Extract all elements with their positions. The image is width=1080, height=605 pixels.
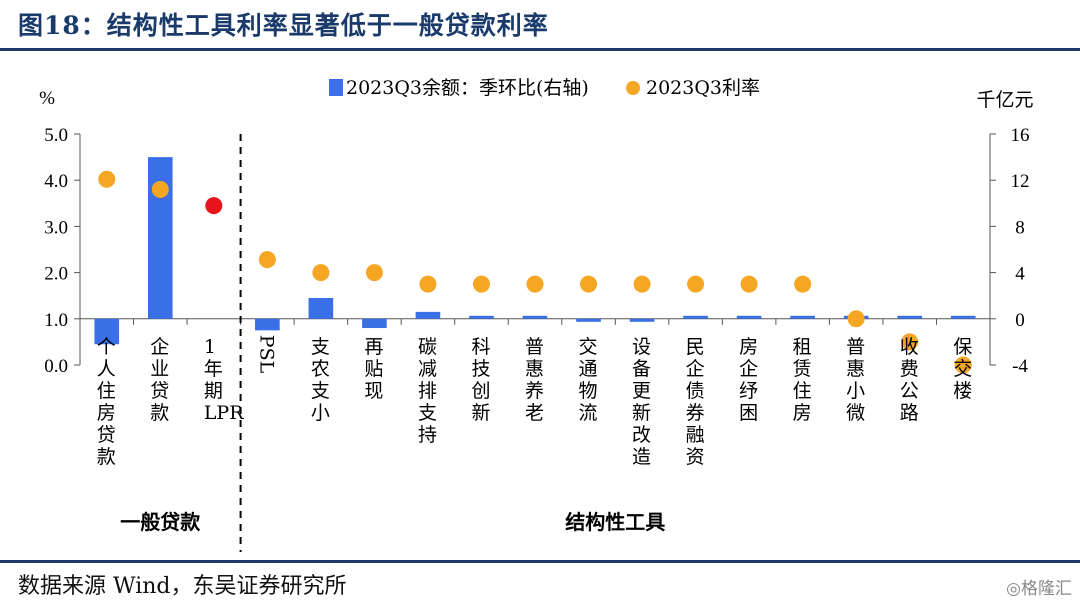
category-label-1年期LPR: 1 年期 LPR	[204, 336, 244, 424]
rate-point-碳减排支持	[419, 275, 437, 293]
source-note: 数据来源 Wind，东吴证券研究所	[18, 574, 347, 599]
rate-point-收费公路	[901, 333, 919, 351]
bar-保交楼	[950, 315, 976, 319]
category-label-租赁住房: 租赁住房	[793, 336, 812, 424]
category-label-碳减排支持: 碳减排支持	[418, 336, 437, 446]
rate-point-支农支小	[312, 264, 330, 282]
bar-房企纾困	[736, 315, 762, 319]
right-tick-label: 4	[1015, 264, 1025, 285]
right-tick-label: 16	[1011, 125, 1030, 146]
bar-交通物流	[576, 318, 601, 322]
category-label-企业贷款: 企业贷款	[150, 336, 169, 424]
rate-point-交通物流	[580, 275, 598, 293]
bar-民企债券融资	[683, 315, 708, 319]
category-label-科技创新: 科技创新	[471, 336, 490, 424]
right-tick-label: 8	[1015, 217, 1025, 238]
rate-point-再贴现	[365, 264, 383, 282]
legend-swatch-balance	[329, 79, 343, 96]
bar-支农支小	[308, 298, 334, 319]
rate-point-民企债券融资	[687, 275, 705, 293]
rate-point-普惠养老	[526, 275, 544, 293]
rate-point-设备更新改造	[633, 275, 651, 293]
category-label-交通物流: 交通物流	[579, 336, 598, 424]
bar-设备更新改造	[629, 318, 655, 322]
category-label-普惠小微: 普惠小微	[846, 336, 865, 424]
left-tick-label: 3.0	[44, 217, 68, 238]
category-label-再贴现: 再贴现	[364, 336, 383, 402]
right-tick-label: -4	[1012, 356, 1028, 377]
group-label-1: 结构性工具	[565, 510, 665, 534]
rate-point-PSL	[258, 251, 276, 269]
rate-point-个人住房贷款	[98, 170, 116, 188]
bar-再贴现	[362, 318, 387, 329]
left-tick-label: 0.0	[44, 356, 68, 377]
rate-point-1年期LPR	[205, 197, 223, 215]
rate-point-科技创新	[472, 275, 490, 293]
group-label-0: 一般贷款	[120, 510, 201, 534]
figure-title: 图18：结构性工具利率显著低于一般贷款利率	[18, 11, 549, 40]
category-label-保交楼: 保交楼	[953, 336, 972, 402]
rate-point-租赁住房	[794, 275, 812, 293]
legend-label-rate: 2023Q3利率	[646, 77, 760, 99]
rate-point-普惠小微	[847, 310, 865, 328]
right-axis-unit: 千亿元	[976, 89, 1033, 111]
rate-point-企业贷款	[151, 180, 169, 198]
bar-普惠养老	[522, 315, 548, 319]
rate-point-房企纾困	[740, 275, 758, 293]
rate-point-保交楼	[954, 356, 972, 374]
category-label-房企纾困: 房企纾困	[739, 336, 758, 424]
right-tick-label: 0	[1015, 310, 1025, 331]
left-tick-label: 1.0	[44, 310, 68, 331]
bar-碳减排支持	[415, 311, 441, 319]
left-tick-label: 5.0	[44, 125, 68, 146]
category-label-PSL: PSL	[255, 335, 277, 374]
category-label-设备更新改造: 设备更新改造	[632, 336, 651, 468]
left-tick-label: 2.0	[44, 264, 68, 285]
source-rule	[0, 560, 1080, 563]
category-label-支农支小: 支农支小	[311, 336, 330, 424]
category-label-普惠养老: 普惠养老	[525, 336, 544, 424]
left-axis-unit: %	[39, 88, 55, 109]
watermark-logo: ◎格隆汇	[1006, 579, 1072, 599]
right-tick-label: 12	[1011, 171, 1030, 192]
bar-租赁住房	[790, 315, 815, 319]
title-rule	[0, 48, 1080, 51]
bar-科技创新	[469, 315, 494, 319]
category-label-民企债券融资: 民企债券融资	[686, 336, 705, 468]
bar-收费公路	[897, 315, 923, 319]
legend-label-balance: 2023Q3余额：季环比(右轴)	[346, 77, 589, 99]
bar-个人住房贷款	[94, 318, 120, 345]
bar-PSL	[255, 318, 280, 331]
left-tick-label: 4.0	[44, 171, 68, 192]
legend-swatch-rate	[626, 81, 640, 95]
category-label-个人住房贷款: 个人住房贷款	[97, 336, 116, 468]
category-label-收费公路: 收费公路	[900, 336, 919, 424]
